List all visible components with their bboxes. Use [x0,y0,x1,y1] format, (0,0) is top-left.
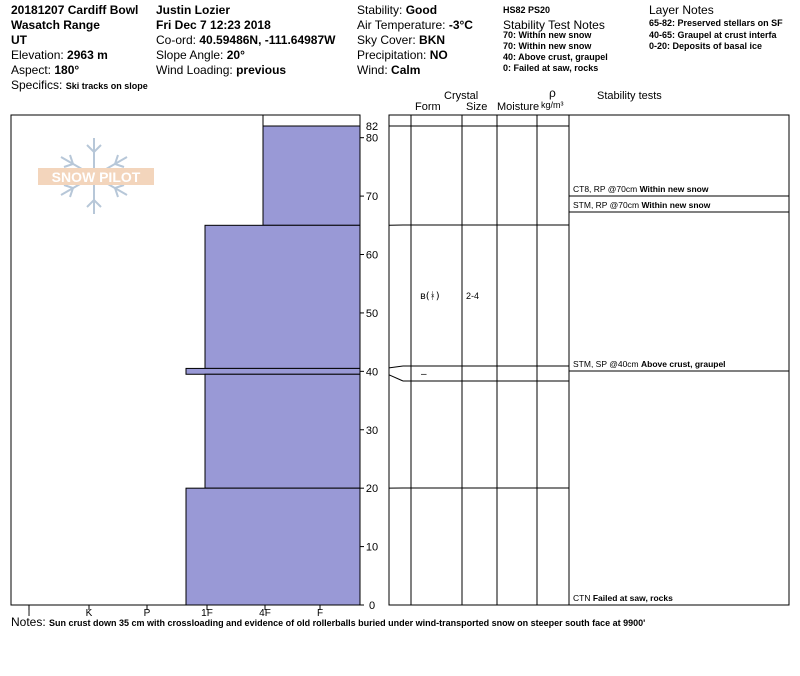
depth-tick-label: 10 [366,542,378,554]
watermark-text: SNOW PILOT [52,169,141,185]
density-header: ρ [549,86,556,100]
aspect: Aspect: 180° [11,63,80,77]
hardness-bar [262,125,361,226]
elevation: Elevation: 2963 m [11,48,108,62]
hardness-tick-label: K [86,608,93,619]
layer-note: 0-20: Deposits of basal ice [649,41,763,51]
form-header: Form [415,101,441,113]
state: UT [11,33,27,47]
layer-boundary [388,374,404,382]
mountain-range: Wasatch Range [11,18,100,32]
layer-note: 40-65: Graupel at crust interfa [649,30,777,40]
air-temperature: Air Temperature: -3°C [357,18,473,32]
grain-form-symbol: – [421,369,427,380]
density-unit: kg/m³ [541,100,564,110]
stability-test-note: Within new snow [641,200,710,210]
grain-size-value: 2-4 [466,291,479,301]
coordinates: Co-ord: 40.59486N, -111.64987W [156,33,336,47]
stability: Stability: Good [357,3,438,17]
hardness-bar [262,114,361,127]
crystal-header: Crystal [444,90,478,102]
layer-boundary [388,365,404,369]
depth-tick-label: 80 [366,133,378,145]
stability-test-markers: CT8, RP @70cm Within new snow STM, RP @70… [569,184,789,603]
hardness-bar [204,224,361,369]
observer: Justin Lozier [156,3,231,17]
stability-note: 40: Above crust, graupel [503,52,608,62]
specifics: Specifics: Ski tracks on slope [11,78,148,92]
depth-tick-label: 50 [366,308,378,320]
stability-tests-header: Stability tests [597,90,662,102]
stability-test-label: STM, SP @40cm Above crust, graupel [573,359,726,369]
layer-boundaries [388,125,569,489]
stability-test-note: Failed at saw, rocks [593,593,673,603]
hardness-bars [185,114,361,606]
stability-notes-title: Stability Test Notes [503,18,605,32]
sky-cover: Sky Cover: BKN [357,33,446,47]
hs-ps: HS82 PS20 [503,5,551,15]
datetime: Fri Dec 7 12:23 2018 [156,18,271,32]
stability-test-note: Above crust, graupel [641,359,726,369]
wind: Wind: Calm [357,63,421,77]
hardness-tick-label: I [28,608,31,619]
notes: Notes: Sun crust down 35 cm with crosslo… [11,615,646,629]
size-header: Size [466,101,487,113]
wind-loading: Wind Loading: previous [156,63,287,77]
layer-notes-title: Layer Notes [649,3,714,17]
stability-note: 70: Within new snow [503,41,592,51]
stability-note: 0: Failed at saw, rocks [503,63,599,73]
stability-test-label: STM, RP @70cm Within new snow [573,200,711,210]
depth-top-label: 82 [366,121,378,133]
stability-test-note: Within new snow [640,184,709,194]
depth-tick-label: 40 [366,366,378,378]
stability-note: 70: Within new snow [503,30,592,40]
depth-tick-label: 30 [366,425,378,437]
hardness-bar [204,373,361,489]
depth-tick-label: 20 [366,483,378,495]
hardness-tick-label: 1F [201,608,213,619]
slope-angle: Slope Angle: 20° [156,48,245,62]
hardness-tick-label: 4F [259,608,271,619]
stability-test-label: CTN Failed at saw, rocks [573,593,673,603]
depth-tick-label: 70 [366,191,378,203]
depth-tick-label: 60 [366,250,378,262]
hardness-tick-label: P [144,608,151,619]
moisture-header: Moisture [497,101,539,113]
hardness-bar [185,487,361,606]
precipitation: Precipitation: NO [357,48,448,62]
hardness-tick-label: F [317,608,323,619]
hardness-axis: I K P 1F 4F F [28,605,323,619]
pit-title: 20181207 Cardiff Bowl [11,3,139,17]
depth-tick-label: 0 [369,600,375,612]
layer-annotations: ʙ(ᚼ) 2-4 – [420,291,479,380]
snowpilot-watermark: SNOW PILOT [38,138,154,214]
layer-note: 65-82: Preserved stellars on SF [649,18,783,28]
hardness-bar [185,367,361,375]
stability-test-label: CT8, RP @70cm Within new snow [573,184,709,194]
grain-form-symbol: ʙ(ᚼ) [420,291,440,302]
layer-table-frame [388,114,790,606]
